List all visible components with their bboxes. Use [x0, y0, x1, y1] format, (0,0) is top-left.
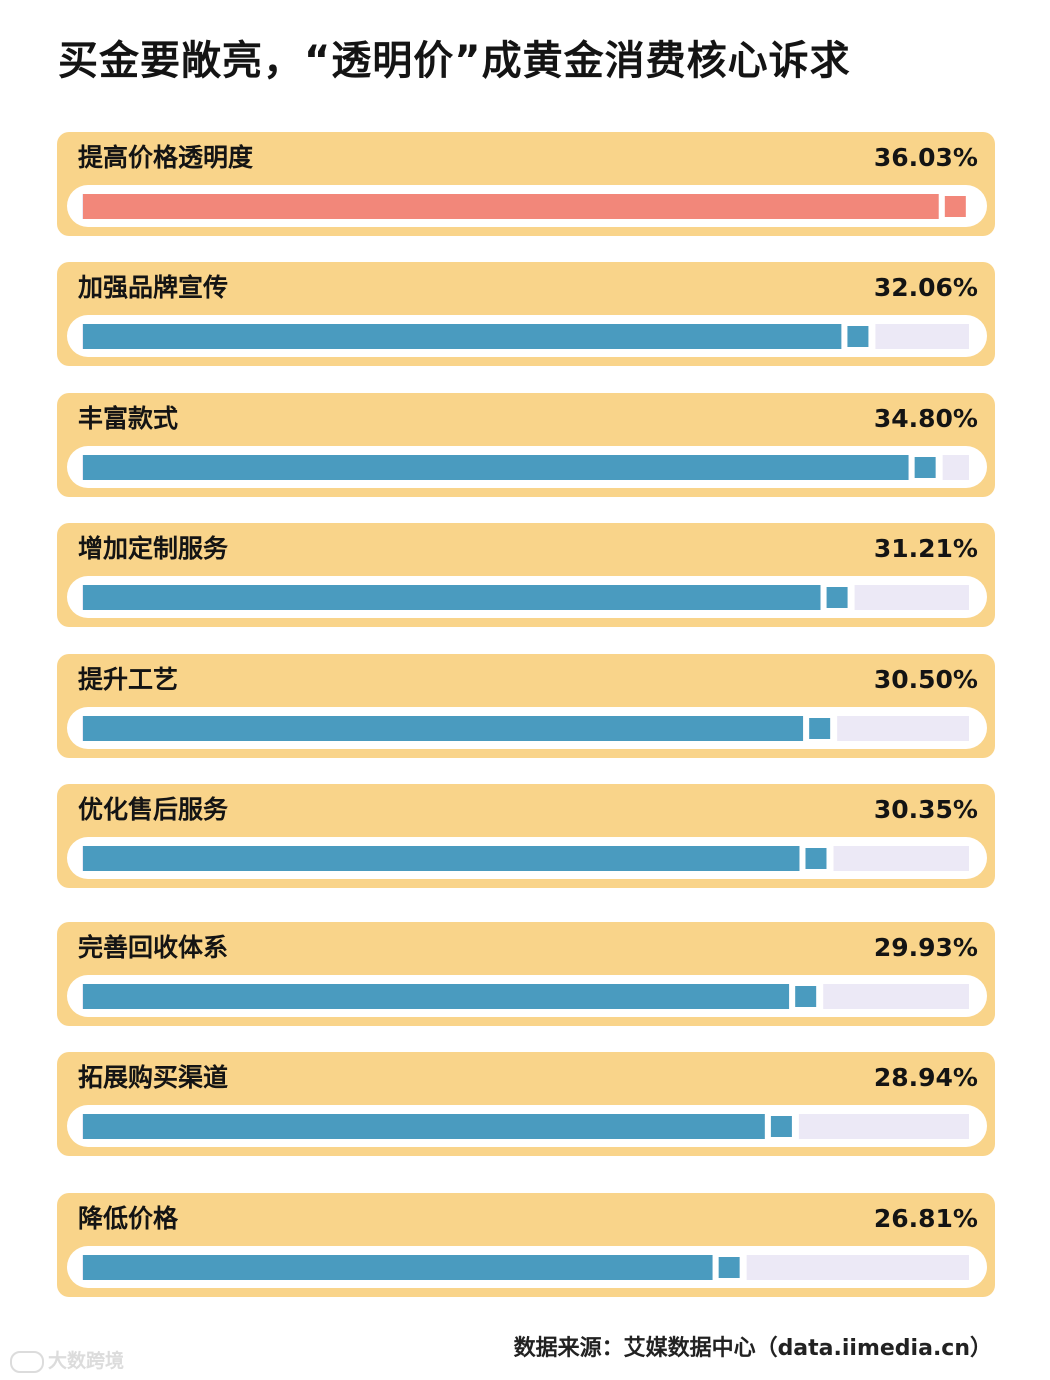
- category-label: 完善回收体系: [78, 933, 228, 962]
- value-label: 28.94%: [874, 1063, 978, 1092]
- value-label: 26.81%: [874, 1204, 978, 1233]
- value-label: 31.21%: [874, 534, 978, 563]
- bar-marker: [805, 848, 827, 869]
- value-label: 32.06%: [874, 273, 978, 302]
- bar-marker: [718, 1257, 740, 1278]
- category-label: 丰富款式: [78, 404, 178, 433]
- bar-fill: [83, 716, 804, 741]
- category-label: 降低价格: [78, 1204, 179, 1233]
- value-label: 30.35%: [874, 795, 978, 824]
- bar-fill: [83, 324, 842, 349]
- bar-fill: [83, 984, 790, 1009]
- bar-row: 丰富款式 34.80%: [57, 393, 995, 497]
- chart-title: 买金要敞亮，“透明价”成黄金消费核心诉求: [58, 38, 851, 84]
- bar-fill: [83, 194, 939, 219]
- category-label: 提升工艺: [78, 665, 178, 694]
- bar-marker: [847, 326, 869, 347]
- category-label: 增加定制服务: [78, 534, 228, 563]
- bar-row: 提升工艺 30.50%: [57, 654, 995, 758]
- data-source-note: 数据来源：艾媒数据中心（data.iimedia.cn）: [513, 1336, 992, 1361]
- bar-fill: [83, 1255, 713, 1280]
- bar-marker: [770, 1116, 792, 1137]
- value-label: 30.50%: [874, 665, 978, 694]
- category-label: 拓展购买渠道: [78, 1063, 228, 1092]
- category-label: 提高价格透明度: [78, 143, 253, 172]
- bar-fill: [83, 455, 909, 480]
- category-label: 加强品牌宣传: [77, 273, 228, 302]
- watermark: 大数跨境: [10, 1346, 124, 1373]
- bar-marker: [795, 986, 817, 1007]
- bar-marker: [914, 457, 936, 478]
- bar-row: 增加定制服务 31.21%: [57, 523, 995, 627]
- bar-row: 优化售后服务 30.35%: [57, 784, 995, 888]
- bar-fill: [83, 585, 821, 610]
- bar-fill: [83, 1114, 765, 1139]
- category-label: 优化售后服务: [78, 795, 228, 824]
- bar-marker: [809, 718, 831, 739]
- bar-row: 提高价格透明度 36.03%: [57, 132, 995, 236]
- value-label: 36.03%: [874, 143, 978, 172]
- bar-row: 加强品牌宣传 32.06%: [57, 262, 995, 366]
- value-label: 34.80%: [874, 404, 978, 433]
- bar-row: 拓展购买渠道 28.94%: [57, 1052, 995, 1156]
- bar-row: 完善回收体系 29.93%: [57, 922, 995, 1026]
- bar-fill: [83, 846, 800, 871]
- bar-row: 降低价格 26.81%: [57, 1193, 995, 1297]
- value-label: 29.93%: [874, 933, 978, 962]
- watermark-text: 大数跨境: [48, 1350, 125, 1372]
- watermark-logo-icon: [10, 1350, 44, 1373]
- bar-marker: [826, 587, 848, 608]
- bar-marker: [944, 196, 966, 217]
